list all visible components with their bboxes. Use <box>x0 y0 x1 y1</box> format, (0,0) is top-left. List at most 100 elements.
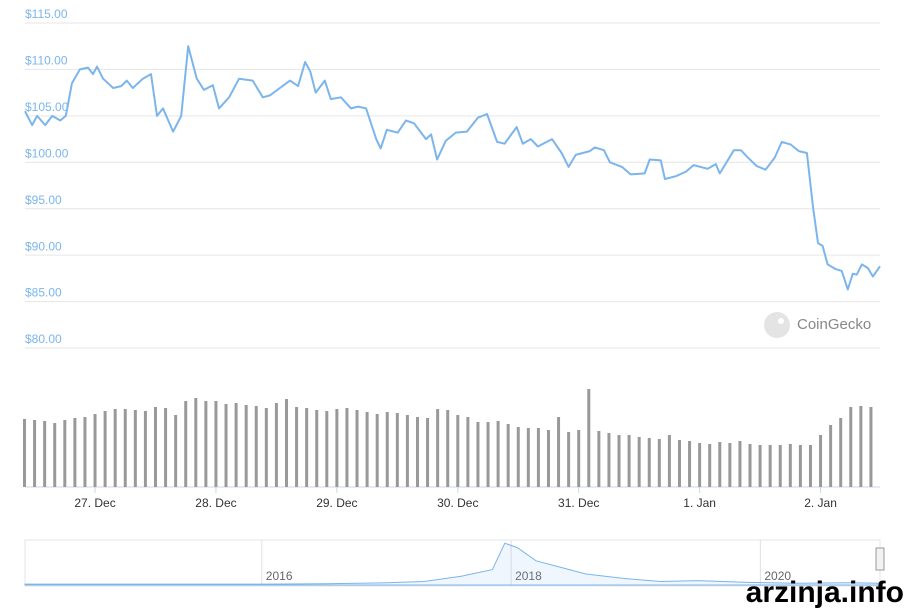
volume-bar <box>536 428 540 487</box>
volume-bar <box>325 411 329 487</box>
volume-bar <box>546 430 550 487</box>
volume-bar <box>808 445 812 487</box>
x-tick-label: 27. Dec <box>74 496 115 510</box>
volume-bar <box>264 408 268 487</box>
volume-bar <box>446 410 450 487</box>
navigator-handle[interactable] <box>875 547 885 571</box>
volume-bar <box>657 439 661 487</box>
volume-bar <box>426 418 430 487</box>
volume-bar <box>768 445 772 487</box>
volume-bar <box>607 433 611 487</box>
volume-bar <box>385 412 389 487</box>
volume-bar <box>184 401 188 487</box>
volume-bar <box>295 407 299 487</box>
volume-bar <box>819 435 823 487</box>
volume-bar <box>43 421 47 487</box>
volume-bar <box>869 407 873 487</box>
price-line <box>24 45 881 291</box>
volume-bar <box>567 432 571 487</box>
x-tick-label: 30. Dec <box>437 496 478 510</box>
y-tick-label: $110.00 <box>25 54 68 68</box>
volume-bar <box>637 437 641 487</box>
volume-bar <box>174 415 178 487</box>
volume-bar <box>849 407 853 487</box>
brand-text: CoinGecko <box>797 316 871 333</box>
volume-bar <box>143 411 147 487</box>
volume-bar <box>284 399 288 487</box>
volume-bar <box>83 417 87 487</box>
volume-bar <box>647 438 651 487</box>
volume-bar <box>677 440 681 487</box>
volume-bar <box>164 408 168 487</box>
y-tick-label: $115.00 <box>25 7 68 21</box>
x-tick-label: 2016 <box>266 569 293 583</box>
volume-bar <box>557 417 561 487</box>
volume-bar <box>153 407 157 487</box>
volume-bar <box>708 444 712 487</box>
volume-bar <box>224 404 228 487</box>
volume-bar <box>698 443 702 487</box>
y-tick-label: $95.00 <box>25 193 62 207</box>
y-tick-label: $90.00 <box>25 239 62 253</box>
volume-bar <box>788 444 792 487</box>
volume-bar <box>587 389 591 487</box>
volume-bar <box>577 430 581 487</box>
x-tick-label: 31. Dec <box>558 496 599 510</box>
volume-bar <box>526 428 530 487</box>
volume-bar <box>214 401 218 487</box>
volume-bar <box>53 423 57 487</box>
volume-bar <box>274 403 278 487</box>
volume-bar <box>859 406 863 487</box>
x-tick-label: 29. Dec <box>316 496 357 510</box>
volume-bar <box>123 409 127 487</box>
volume-bar <box>516 427 520 487</box>
volume-bar <box>758 445 762 487</box>
volume-bar <box>688 441 692 487</box>
volume-bar <box>204 401 208 487</box>
volume-bar <box>617 435 621 487</box>
volume-bar <box>73 418 77 487</box>
volume-bar <box>315 410 319 487</box>
volume-bar <box>103 411 107 487</box>
x-tick-label: 1. Jan <box>683 496 716 510</box>
watermark: arzinja.info <box>746 576 904 609</box>
volume-bar <box>355 410 359 487</box>
volume-bar <box>436 409 440 487</box>
volume-bar <box>234 403 238 487</box>
volume-bar <box>305 408 309 487</box>
volume-bar <box>476 422 480 487</box>
volume-bar <box>415 417 419 487</box>
y-tick-label: $80.00 <box>25 332 62 346</box>
volume-bar <box>22 419 26 487</box>
volume-bar <box>93 414 97 487</box>
volume-bar <box>496 421 500 487</box>
volume-bar <box>839 418 843 487</box>
volume-bar <box>627 435 631 487</box>
volume-bar <box>667 435 671 487</box>
volume-bar <box>33 420 37 487</box>
volume-bar <box>829 425 833 487</box>
volume-bar <box>395 413 399 487</box>
volume-bar <box>244 405 248 487</box>
x-tick-label: 2020 <box>764 569 791 583</box>
overview-area <box>24 542 881 586</box>
volume-bar <box>133 410 137 487</box>
volume-bar <box>506 424 510 487</box>
volume-bar <box>466 417 470 487</box>
volume-bar <box>748 444 752 487</box>
volume-bar <box>254 406 258 487</box>
volume-bar <box>778 445 782 487</box>
x-tick-label: 28. Dec <box>195 496 236 510</box>
volume-bar <box>375 414 379 487</box>
volume-bar <box>113 409 117 487</box>
volume-bar <box>738 441 742 487</box>
logo-eye <box>778 318 784 324</box>
volume-bar <box>597 431 601 487</box>
volume-bar <box>405 415 409 487</box>
volume-bar <box>335 409 339 487</box>
volume-bar <box>345 408 349 487</box>
brand-logo: CoinGecko <box>764 312 871 338</box>
volume-bar <box>718 442 722 487</box>
y-tick-label: $85.00 <box>25 286 62 300</box>
